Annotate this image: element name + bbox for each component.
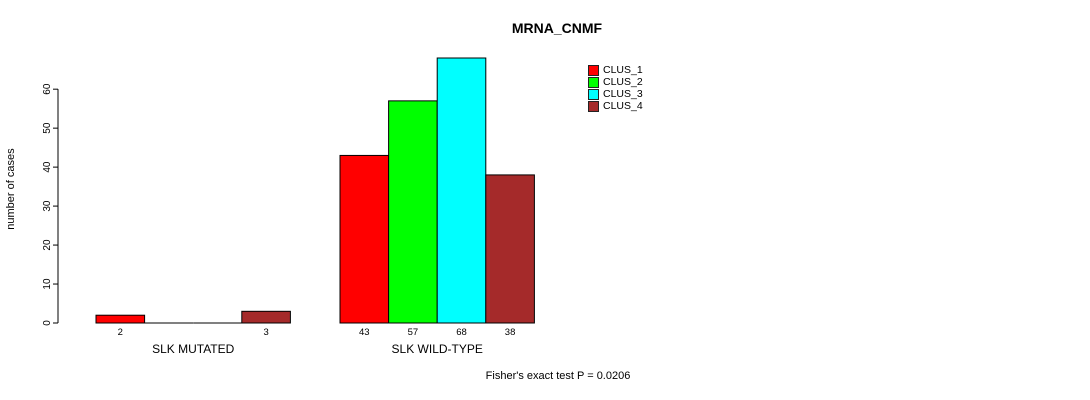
legend: CLUS_1 CLUS_2 CLUS_3 CLUS_4 bbox=[588, 64, 643, 112]
group-label: SLK MUTATED bbox=[152, 342, 235, 356]
bar-value-label: 43 bbox=[359, 327, 370, 338]
y-axis-title: number of cases bbox=[5, 148, 17, 230]
bar-value-label: 57 bbox=[408, 327, 419, 338]
group-label: SLK WILD-TYPE bbox=[392, 342, 483, 356]
bar-clus_1-group1 bbox=[95, 314, 146, 324]
y-tick-label: 40 bbox=[42, 161, 53, 173]
legend-item: CLUS_2 bbox=[588, 76, 643, 88]
legend-item: CLUS_1 bbox=[588, 64, 643, 76]
legend-item: CLUS_3 bbox=[588, 88, 643, 100]
legend-swatch-clus_2 bbox=[588, 76, 599, 88]
bar-value-label: 38 bbox=[505, 327, 516, 338]
y-tick-label: 30 bbox=[42, 200, 53, 212]
legend-label: CLUS_3 bbox=[603, 88, 643, 100]
legend-item: CLUS_4 bbox=[588, 100, 643, 112]
legend-swatch-clus_3 bbox=[588, 88, 599, 100]
legend-label: CLUS_4 bbox=[603, 100, 643, 112]
legend-label: CLUS_2 bbox=[603, 76, 643, 88]
y-tick-label: 60 bbox=[42, 83, 53, 95]
chart-title: MRNA_CNMF bbox=[511, 20, 603, 36]
bar-clus_2-group2 bbox=[388, 100, 438, 324]
legend-swatch-clus_1 bbox=[588, 64, 599, 76]
bar-value-label: 68 bbox=[456, 327, 467, 338]
y-tick-label: 20 bbox=[42, 239, 53, 251]
y-tick-label: 0 bbox=[42, 320, 53, 326]
bar-clus_3-group2 bbox=[436, 57, 487, 324]
legend-label: CLUS_1 bbox=[603, 64, 643, 76]
bar-clus_4-group1 bbox=[241, 310, 291, 324]
y-tick-label: 10 bbox=[42, 278, 53, 290]
stats-footnote: Fisher's exact test P = 0.0206 bbox=[485, 370, 631, 382]
bar-clus_1-group2 bbox=[339, 154, 390, 324]
bar-value-label: 2 bbox=[118, 327, 123, 338]
bar-value-label: 3 bbox=[263, 327, 268, 338]
legend-swatch-clus_4 bbox=[588, 100, 599, 112]
bar-clus_4-group2 bbox=[485, 174, 535, 324]
y-tick-label: 50 bbox=[42, 122, 53, 134]
